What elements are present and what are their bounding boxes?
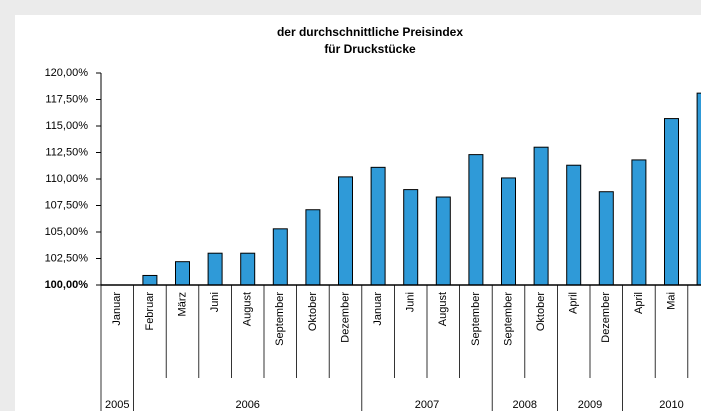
y-tick-label: 117,50% [45,93,88,105]
year-label: 2006 [235,399,259,411]
bar [272,228,288,286]
x-tick-label: April [633,292,645,314]
bar [142,274,158,286]
year-label: 2007 [415,399,439,411]
chart-title: für Druckstücke [324,42,416,56]
bar [240,252,256,286]
bar [175,261,190,286]
year-label: 2009 [578,399,602,411]
bar [501,177,516,286]
x-tick-label: Februar [144,292,156,331]
y-tick-label: 102,50% [45,252,89,264]
x-tick-label: August [242,292,254,326]
bar [631,159,647,286]
y-tick-label: 115,00% [45,120,88,132]
x-tick-label: September [274,292,286,346]
bar [338,176,353,286]
x-tick-label: Januar [111,292,123,326]
y-tick-label: 105,00% [45,226,89,238]
x-tick-label: September [470,292,482,346]
x-tick-label: Mai [665,292,677,310]
y-tick-label: 107,50% [45,199,89,211]
x-tick-label: September [502,292,514,346]
bar [566,164,582,286]
bar [598,191,614,286]
x-tick-label: März [176,292,188,316]
year-label: 2010 [659,399,683,411]
y-tick-label: 110,00% [45,173,88,185]
x-tick-label: Oktober [307,292,319,331]
x-tick-label: Dezember [339,292,351,343]
bar [664,118,679,286]
x-tick-label: Juni [405,292,417,312]
x-tick-label: Januar [372,292,384,326]
bar [207,252,223,286]
bar [370,166,386,286]
x-tick-label: Juni [209,292,221,312]
x-tick-label: August [437,292,449,326]
x-tick-label: Oktober [535,292,547,331]
bar [305,209,321,286]
bar [533,146,549,286]
bar [696,92,701,286]
y-tick-label: 112,50% [45,146,88,158]
year-label: 2005 [105,399,129,411]
chart-panel [15,15,701,411]
x-tick-label: April [568,292,580,314]
y-tick-label: 100,00% [45,279,89,291]
chart-title: der durchschnittliche Preisindex [277,25,463,39]
bar [403,189,419,286]
bar [435,196,451,286]
x-tick-label: Dezember [600,292,612,343]
bar [468,154,484,286]
year-label: 2008 [513,399,537,411]
y-tick-label: 120,00% [45,67,89,79]
